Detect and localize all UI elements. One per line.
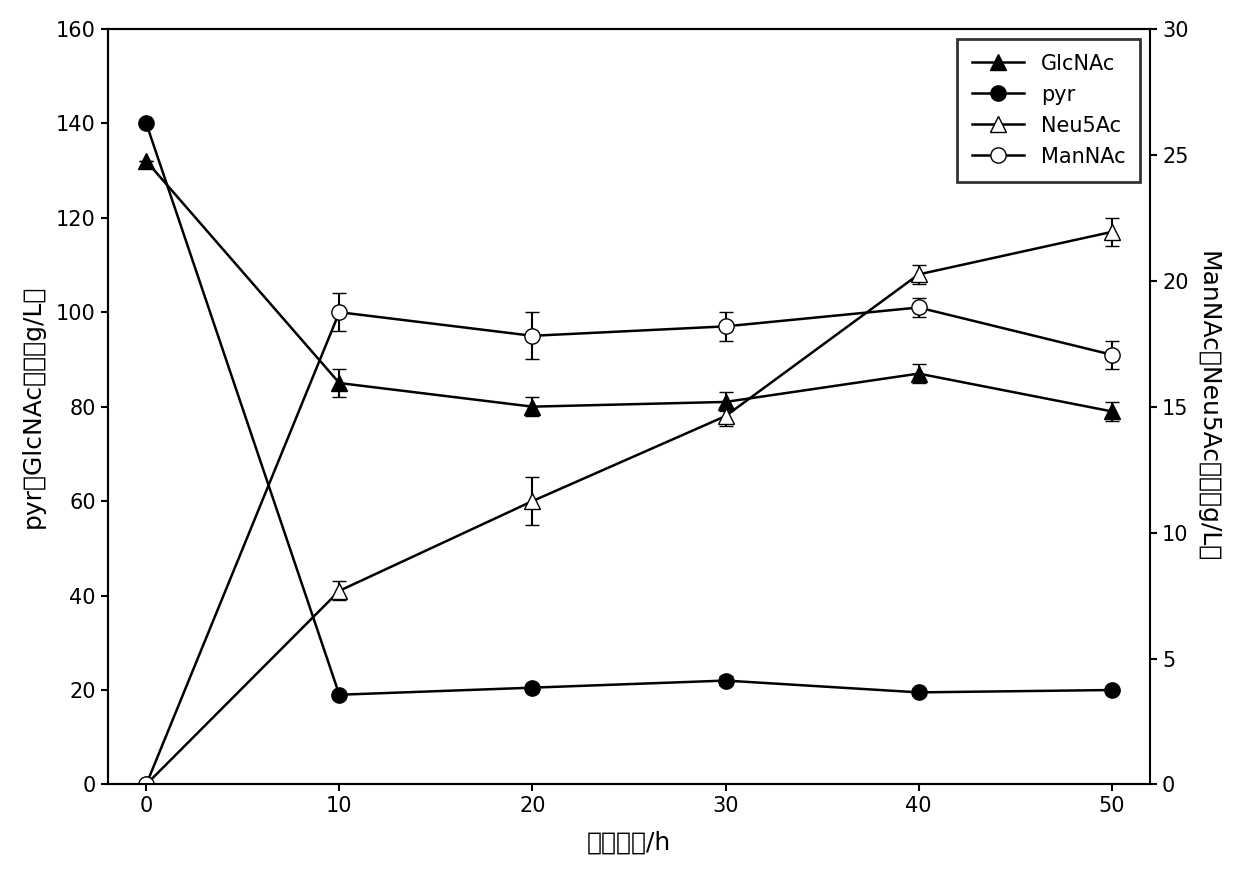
X-axis label: 转化时间/h: 转化时间/h bbox=[587, 830, 671, 854]
Y-axis label: ManNAc和Neu5Ac浓度（g/L）: ManNAc和Neu5Ac浓度（g/L） bbox=[1195, 251, 1219, 563]
Y-axis label: pyr和GlcNAc浓度（g/L）: pyr和GlcNAc浓度（g/L） bbox=[21, 285, 45, 528]
Legend: GlcNAc, pyr, Neu5Ac, ManNAc: GlcNAc, pyr, Neu5Ac, ManNAc bbox=[957, 39, 1140, 181]
